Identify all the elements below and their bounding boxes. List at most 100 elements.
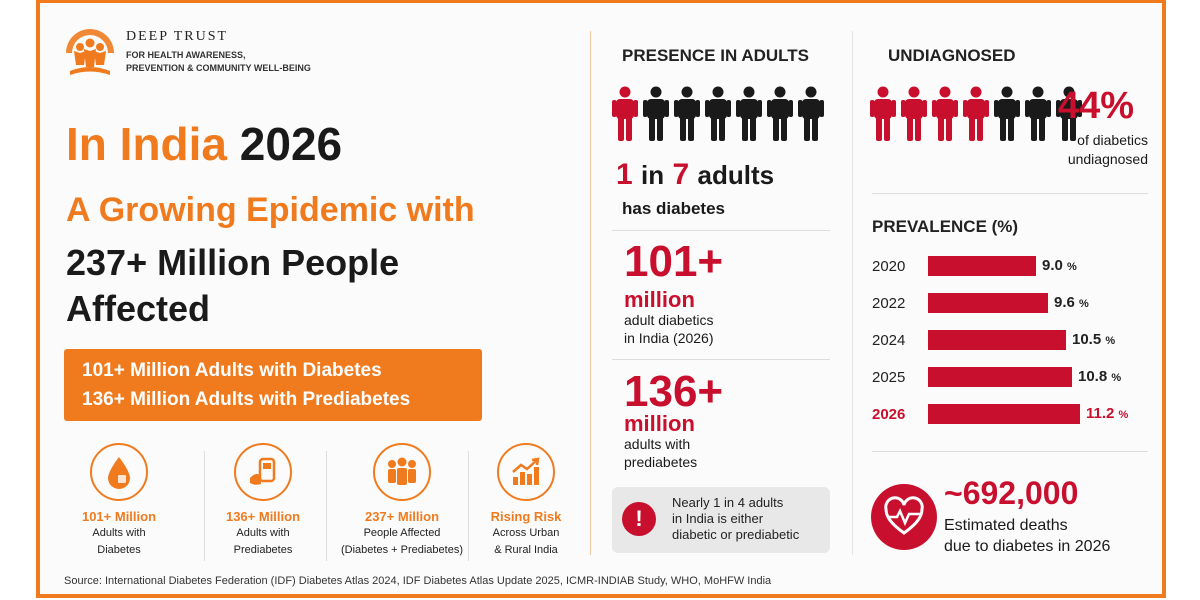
- undiagnosed-people-row: [870, 86, 1082, 142]
- person-icon: [705, 86, 731, 141]
- ratio-adults: adults: [697, 160, 775, 190]
- person-icon: [994, 86, 1020, 141]
- prevalence-year-label: 2022: [872, 295, 906, 312]
- stat-desc-line1: Adults with: [92, 527, 146, 539]
- person-icon: [612, 86, 638, 141]
- person-icon: [1056, 86, 1082, 141]
- notice-box: ! Nearly 1 in 4 adults in India is eithe…: [612, 487, 830, 553]
- person-icon: [932, 86, 958, 141]
- diabetics-desc-line1: adult diabetics: [624, 312, 714, 328]
- stat-desc-line1: Adults with: [236, 527, 290, 539]
- stats-row: 101+ Million Adults with Diabetes 136+ M…: [64, 443, 564, 563]
- glucose-meter-icon: [250, 457, 276, 485]
- presence-ratio: 1 in 7 adults: [616, 158, 774, 192]
- stat-adults-diabetes: 101+ Million Adults with Diabetes: [64, 443, 174, 563]
- divider: [468, 451, 469, 561]
- prevalence-value-label: 9.0 %: [1042, 257, 1077, 274]
- brand-tagline-line2: PREVENTION & COMMUNITY WELL-BEING: [126, 63, 311, 73]
- prevalence-bar: [928, 330, 1066, 350]
- stat-desc-line2: Prediabetes: [233, 544, 293, 556]
- divider: [872, 193, 1148, 194]
- stat-title: 101+ Million: [81, 509, 157, 524]
- headline-orange: In India: [66, 118, 227, 170]
- person-icon: [643, 86, 669, 141]
- column-divider: [852, 31, 853, 555]
- person-icon: [870, 86, 896, 141]
- person-icon: [901, 86, 927, 141]
- banner-line-prediabetes: 136+ Million Adults with Prediabetes: [82, 389, 411, 410]
- prevalence-row: 2026 11.2 %: [872, 404, 1172, 426]
- prevalence-year-label: 2024: [872, 332, 906, 349]
- prevalence-row: 2025 10.8 %: [872, 367, 1172, 389]
- prevalence-row: 2022 9.6 %: [872, 293, 1172, 315]
- prevalence-bar: [928, 293, 1048, 313]
- headline-subtitle: A Growing Epidemic with: [66, 191, 475, 229]
- prevalence-bar: [928, 404, 1080, 424]
- headline-year: 2026: [239, 118, 343, 170]
- divider: [612, 230, 830, 231]
- infographic-frame: DEEP TRUST FOR HEALTH AWARENESS, PREVENT…: [36, 0, 1166, 598]
- prevalence-year-label: 2026: [872, 406, 906, 423]
- summary-banner: 101+ Million Adults with Diabetes 136+ M…: [64, 349, 482, 421]
- prediabetes-unit: million: [624, 411, 695, 436]
- headline-affected: 237+ Million People Affected: [66, 242, 400, 329]
- stat-rising-risk: Rising Risk Across Urban & Rural India: [476, 443, 576, 563]
- prevalence-title: PREVALENCE (%): [872, 217, 1019, 236]
- undiagnosed-desc-line1: of diabetics: [1077, 132, 1148, 148]
- prevalence-value-label: 10.5 %: [1072, 331, 1116, 348]
- divider: [204, 451, 205, 561]
- heart-rate-icon: [871, 484, 937, 550]
- diabetics-unit: million: [624, 287, 695, 312]
- person-icon: [963, 86, 989, 141]
- person-icon: [736, 86, 762, 141]
- headline-main: In India 2026: [66, 116, 342, 172]
- divider: [872, 451, 1148, 452]
- presence-title: PRESENCE IN ADULTS: [622, 46, 810, 65]
- prediabetes-number: 136+: [624, 367, 724, 416]
- notice-line2: in India is either: [672, 511, 764, 526]
- stat-title: Rising Risk: [490, 509, 562, 524]
- prevalence-bar: [928, 367, 1072, 387]
- stat-title: 237+ Million: [364, 509, 440, 524]
- presence-people-row: [612, 86, 824, 142]
- deaths-number: ~692,000: [944, 475, 1079, 511]
- stat-desc-line1: Across Urban: [492, 527, 560, 539]
- deaths-desc-line2: due to diabetes in 2026: [944, 538, 1111, 555]
- banner-line-diabetes: 101+ Million Adults with Diabetes: [82, 360, 382, 381]
- divider: [326, 451, 327, 561]
- notice-text: Nearly 1 in 4 adults in India is either …: [672, 495, 827, 543]
- person-icon: [1025, 86, 1051, 141]
- stat-people-affected: 237+ Million People Affected (Diabetes +…: [332, 443, 472, 563]
- prevalence-value-label: 11.2 %: [1086, 405, 1129, 422]
- prediabetes-desc-line1: adults with: [624, 436, 691, 452]
- prevalence-chart: 2020 9.0 % 2022 9.6 % 2024 10.5 % 2025 10.8 % 20…: [872, 256, 1162, 431]
- people-group-icon: [388, 457, 416, 485]
- undiagnosed-title: UNDIAGNOSED: [888, 46, 1016, 65]
- stat-title: 136+ Million: [225, 509, 301, 524]
- prevalence-year-label: 2025: [872, 369, 906, 386]
- prevalence-year-label: 2020: [872, 258, 906, 275]
- prediabetes-desc-line2: prediabetes: [624, 454, 698, 470]
- prevalence-value-label: 9.6 %: [1054, 294, 1089, 311]
- ratio-seven: 7: [672, 158, 690, 191]
- divider: [612, 359, 830, 360]
- rising-chart-icon: [512, 457, 540, 485]
- source-citation: Source: International Diabetes Federatio…: [64, 575, 772, 587]
- brand-name: DEEP TRUST: [126, 29, 229, 44]
- diabetics-number: 101+: [624, 237, 724, 286]
- deaths-desc: Estimated deaths due to diabetes in 2026: [944, 515, 1110, 557]
- prevalence-value-label: 10.8 %: [1078, 368, 1122, 385]
- notice-line3: diabetic or prediabetic: [672, 527, 800, 542]
- diabetics-desc-line2: in India (2026): [624, 330, 714, 346]
- deaths-desc-line1: Estimated deaths: [944, 517, 1068, 534]
- blood-drop-icon: [108, 457, 130, 489]
- presence-subtext: has diabetes: [622, 199, 725, 218]
- stat-desc-line2: & Rural India: [494, 544, 558, 556]
- undiagnosed-desc: of diabetics undiagnosed: [1052, 131, 1148, 169]
- prediabetes-desc: adults with prediabetes: [624, 435, 697, 471]
- undiagnosed-desc-line2: undiagnosed: [1067, 151, 1148, 167]
- person-icon: [767, 86, 793, 141]
- undiagnosed-percent: 44%: [1058, 85, 1135, 127]
- person-icon: [674, 86, 700, 141]
- ratio-one: 1: [616, 158, 633, 191]
